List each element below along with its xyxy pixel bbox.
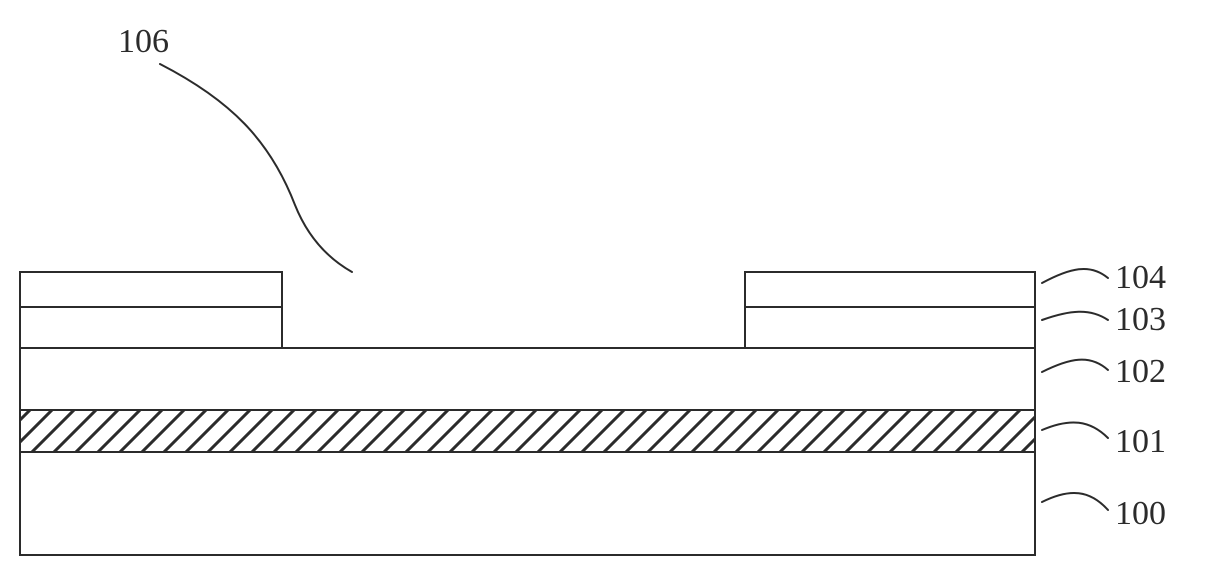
- label-103: 103: [1115, 301, 1166, 338]
- leader-101: [1042, 422, 1108, 438]
- label-104: 104: [1115, 259, 1166, 296]
- leader-104: [1042, 269, 1108, 283]
- layer-103-left: [20, 307, 282, 348]
- label-102: 102: [1115, 353, 1166, 390]
- layer-103-right: [745, 307, 1035, 348]
- layer-100: [20, 452, 1035, 555]
- layer-104-left: [20, 272, 282, 307]
- leader-103: [1042, 312, 1108, 320]
- layer-104-right: [745, 272, 1035, 307]
- leader-102: [1042, 360, 1108, 372]
- label-100: 100: [1115, 495, 1166, 532]
- layer-102: [20, 348, 1035, 410]
- layer-101: [20, 410, 1035, 452]
- leader-106: [160, 64, 352, 272]
- label-101: 101: [1115, 423, 1166, 460]
- leader-100: [1042, 493, 1108, 510]
- label-106: 106: [118, 23, 169, 60]
